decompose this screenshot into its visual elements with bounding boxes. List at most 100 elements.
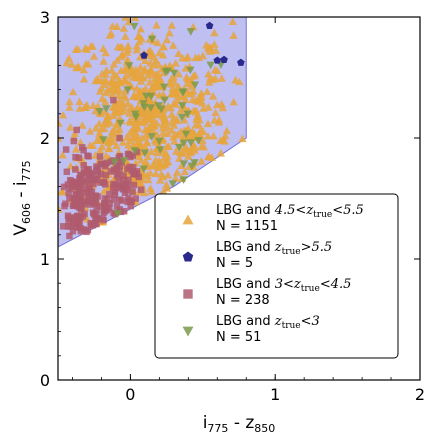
- point-triangle-up: [190, 70, 200, 79]
- point-triangle-down: [186, 28, 195, 36]
- point-square: [129, 188, 136, 195]
- point-triangle-up: [173, 96, 183, 104]
- point-triangle-up: [145, 78, 155, 86]
- point-triangle-up: [140, 118, 150, 126]
- point-square: [72, 202, 80, 209]
- point-triangle-up: [191, 53, 200, 62]
- point-triangle-up: [217, 74, 226, 82]
- point-triangle-up: [114, 90, 124, 99]
- point-triangle-down: [181, 130, 191, 139]
- point-triangle-down: [140, 149, 150, 158]
- point-triangle-up: [75, 104, 84, 112]
- point-triangle-up: [187, 89, 196, 98]
- point-square: [65, 189, 72, 197]
- point-triangle-up: [148, 110, 157, 118]
- point-triangle-up: [120, 75, 129, 84]
- legend-label: LBG and 3<ztrue<4.5: [216, 277, 351, 294]
- point-triangle-up: [162, 142, 171, 151]
- point-triangle-up: [71, 45, 81, 53]
- point-square: [110, 209, 117, 217]
- point-triangle-up: [125, 109, 134, 117]
- point-triangle-down: [190, 81, 200, 90]
- point-square: [104, 195, 111, 203]
- point-triangle-up: [158, 50, 168, 59]
- point-triangle-down: [102, 105, 111, 113]
- point-square: [127, 202, 134, 210]
- data-points: [58, 17, 247, 240]
- point-triangle-up: [154, 60, 164, 69]
- point-triangle-up: [152, 21, 161, 29]
- point-triangle-up: [167, 74, 176, 83]
- point-triangle-up: [91, 76, 100, 85]
- point-square: [80, 185, 88, 192]
- point-square: [98, 160, 106, 167]
- point-square: [86, 187, 94, 194]
- point-square: [107, 158, 115, 165]
- point-triangle-up: [143, 171, 152, 179]
- point-triangle-up: [78, 121, 87, 129]
- point-triangle-up: [115, 96, 124, 104]
- point-triangle-up: [123, 41, 133, 50]
- point-square: [116, 196, 124, 203]
- point-square: [116, 162, 124, 169]
- point-square: [103, 159, 111, 167]
- point-triangle-up: [159, 128, 168, 136]
- x-axis-label: i775 - z850: [203, 413, 276, 435]
- point-triangle-up: [148, 160, 158, 169]
- point-triangle-down: [130, 22, 139, 31]
- point-triangle-down: [179, 139, 188, 148]
- point-square: [114, 173, 121, 180]
- point-pentagon: [237, 58, 245, 66]
- legend: LBG and 4.5<ztrue<5.5N = 1151 LBG and ztr…: [154, 193, 399, 359]
- point-triangle-up: [155, 75, 165, 84]
- point-triangle-down: [194, 137, 203, 145]
- point-triangle-down: [139, 165, 148, 174]
- point-triangle-up: [65, 97, 74, 106]
- point-triangle-down: [179, 160, 189, 168]
- point-triangle-down: [183, 110, 192, 119]
- y-axis-label: V606 - i775: [11, 160, 33, 235]
- point-triangle-up: [188, 132, 197, 141]
- point-square: [60, 183, 68, 191]
- point-triangle-up: [81, 60, 91, 68]
- point-triangle-up: [198, 98, 207, 107]
- point-triangle-up: [190, 143, 200, 151]
- point-triangle-down: [177, 113, 187, 122]
- point-square: [71, 196, 79, 203]
- point-square: [66, 195, 73, 202]
- point-pentagon: [140, 51, 148, 59]
- point-triangle-up: [172, 168, 182, 176]
- point-triangle-down: [154, 102, 163, 110]
- point-triangle-up: [163, 170, 173, 179]
- point-triangle-up: [112, 22, 122, 30]
- point-triangle-up: [146, 58, 155, 67]
- point-square: [77, 180, 85, 188]
- point-square: [97, 179, 104, 186]
- point-triangle-up: [89, 52, 99, 60]
- point-triangle-up: [71, 145, 81, 153]
- point-triangle-up: [143, 112, 153, 120]
- point-triangle-up: [169, 41, 178, 49]
- point-triangle-up: [130, 128, 140, 137]
- point-triangle-up: [208, 92, 218, 100]
- point-square: [107, 168, 115, 175]
- point-square: [65, 214, 72, 221]
- point-triangle-up: [204, 103, 213, 111]
- point-triangle-up: [109, 111, 118, 120]
- point-triangle-down: [146, 104, 156, 112]
- point-triangle-up: [196, 126, 206, 135]
- point-square: [66, 232, 73, 240]
- point-triangle-up: [91, 123, 101, 132]
- point-triangle-up: [121, 64, 130, 72]
- point-triangle-up: [129, 140, 138, 148]
- point-triangle-up: [103, 112, 113, 120]
- point-square: [93, 220, 100, 228]
- point-triangle-up: [86, 42, 96, 50]
- point-square: [116, 134, 123, 142]
- point-square: [93, 167, 100, 175]
- point-triangle-up: [136, 24, 146, 33]
- point-triangle-up: [134, 67, 143, 75]
- point-triangle-up: [151, 70, 161, 79]
- point-triangle-up: [138, 133, 147, 142]
- point-triangle-up: [204, 69, 213, 78]
